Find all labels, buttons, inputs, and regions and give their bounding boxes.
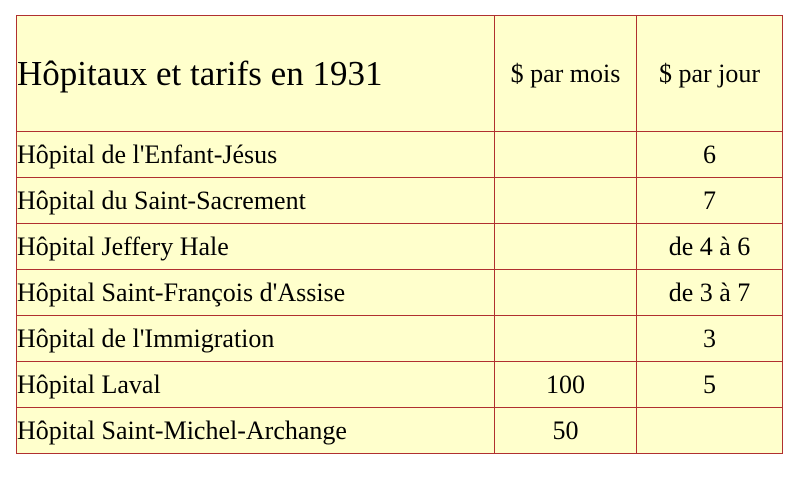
hospital-name-cell: Hôpital du Saint-Sacrement (16, 177, 495, 224)
monthly-rate-cell: 100 (494, 361, 637, 408)
daily-rate-cell: 5 (636, 361, 783, 408)
table-row: Hôpital Laval 100 5 (16, 361, 783, 408)
hospital-name-cell: Hôpital Jeffery Hale (16, 223, 495, 270)
hospital-rates-table: Hôpitaux et tarifs en 1931 $ par mois $ … (16, 15, 783, 454)
hospital-name-cell: Hôpital Saint-Michel-Archange (16, 407, 495, 454)
table-row: Hôpital Saint-Michel-Archange 50 (16, 407, 783, 454)
daily-rate-cell (636, 407, 783, 454)
column-header-par-mois: $ par mois (494, 15, 637, 132)
table-row: Hôpital de l'Enfant-Jésus 6 (16, 131, 783, 178)
hospital-name-cell: Hôpital de l'Immigration (16, 315, 495, 362)
table-row: Hôpital Saint-François d'Assise de 3 à 7 (16, 269, 783, 316)
monthly-rate-cell (494, 315, 637, 362)
hospital-name-cell: Hôpital Laval (16, 361, 495, 408)
monthly-rate-cell (494, 269, 637, 316)
table-header-row: Hôpitaux et tarifs en 1931 $ par mois $ … (16, 15, 783, 132)
monthly-rate-cell (494, 223, 637, 270)
table-row: Hôpital Jeffery Hale de 4 à 6 (16, 223, 783, 270)
daily-rate-cell: de 3 à 7 (636, 269, 783, 316)
hospital-name-cell: Hôpital Saint-François d'Assise (16, 269, 495, 316)
column-header-par-jour: $ par jour (636, 15, 783, 132)
hospital-name-cell: Hôpital de l'Enfant-Jésus (16, 131, 495, 178)
table-row: Hôpital du Saint-Sacrement 7 (16, 177, 783, 224)
daily-rate-cell: 7 (636, 177, 783, 224)
monthly-rate-cell (494, 177, 637, 224)
monthly-rate-cell: 50 (494, 407, 637, 454)
daily-rate-cell: de 4 à 6 (636, 223, 783, 270)
table-row: Hôpital de l'Immigration 3 (16, 315, 783, 362)
table-title: Hôpitaux et tarifs en 1931 (16, 15, 495, 132)
monthly-rate-cell (494, 131, 637, 178)
daily-rate-cell: 6 (636, 131, 783, 178)
daily-rate-cell: 3 (636, 315, 783, 362)
